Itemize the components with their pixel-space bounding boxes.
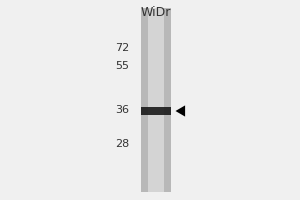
Bar bbox=[141, 107, 171, 115]
Text: 36: 36 bbox=[115, 105, 129, 115]
Text: 72: 72 bbox=[115, 43, 129, 53]
Bar bbox=[148, 8, 164, 192]
Polygon shape bbox=[176, 105, 185, 117]
Bar bbox=[141, 8, 171, 192]
Text: 28: 28 bbox=[115, 139, 129, 149]
Text: WiDr: WiDr bbox=[141, 6, 171, 20]
Text: 55: 55 bbox=[115, 61, 129, 71]
